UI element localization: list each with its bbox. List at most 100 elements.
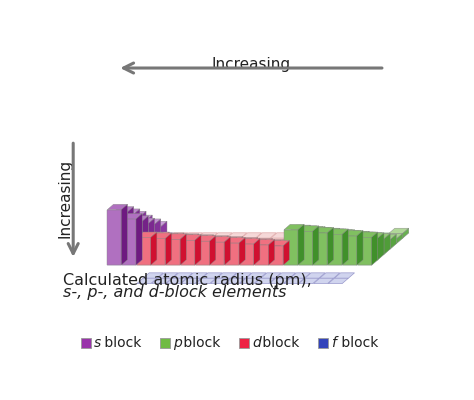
Polygon shape — [275, 273, 296, 278]
Polygon shape — [224, 237, 230, 265]
Polygon shape — [158, 239, 172, 260]
Polygon shape — [356, 232, 375, 238]
Polygon shape — [231, 254, 251, 260]
Polygon shape — [202, 236, 222, 242]
Polygon shape — [225, 278, 245, 284]
Polygon shape — [252, 244, 266, 254]
Polygon shape — [346, 230, 352, 249]
Polygon shape — [126, 217, 140, 249]
Polygon shape — [120, 214, 134, 254]
Polygon shape — [206, 238, 226, 244]
Polygon shape — [107, 260, 128, 265]
Polygon shape — [217, 243, 230, 260]
Polygon shape — [182, 233, 202, 238]
Polygon shape — [152, 278, 172, 284]
Polygon shape — [355, 230, 361, 254]
Polygon shape — [326, 234, 340, 254]
Polygon shape — [237, 249, 258, 254]
Polygon shape — [255, 245, 268, 265]
Polygon shape — [334, 228, 340, 260]
Polygon shape — [192, 234, 199, 254]
Polygon shape — [284, 224, 304, 230]
Polygon shape — [347, 237, 361, 249]
Polygon shape — [202, 254, 222, 260]
Polygon shape — [135, 224, 148, 254]
Polygon shape — [166, 260, 186, 265]
Polygon shape — [260, 239, 266, 260]
Polygon shape — [152, 222, 158, 238]
Polygon shape — [384, 234, 390, 254]
Polygon shape — [383, 234, 402, 239]
Polygon shape — [246, 273, 266, 278]
Polygon shape — [376, 240, 390, 249]
Polygon shape — [345, 233, 365, 238]
Polygon shape — [374, 233, 394, 238]
Polygon shape — [375, 233, 382, 249]
Polygon shape — [151, 232, 157, 265]
Polygon shape — [313, 233, 328, 265]
Polygon shape — [152, 260, 172, 265]
Text: s-, p-, and d-block elements: s-, p-, and d-block elements — [63, 285, 287, 300]
Polygon shape — [163, 232, 169, 254]
Polygon shape — [195, 235, 201, 265]
Polygon shape — [328, 229, 348, 234]
Polygon shape — [347, 244, 367, 249]
Polygon shape — [317, 244, 337, 249]
Polygon shape — [138, 222, 158, 228]
Polygon shape — [368, 238, 388, 244]
Polygon shape — [285, 233, 306, 238]
Polygon shape — [338, 238, 358, 244]
Polygon shape — [267, 240, 287, 245]
Polygon shape — [275, 241, 296, 246]
Text: block: block — [258, 336, 299, 350]
Polygon shape — [132, 238, 152, 244]
Text: s: s — [94, 336, 101, 350]
Polygon shape — [231, 244, 245, 260]
Polygon shape — [132, 215, 152, 220]
Polygon shape — [246, 245, 260, 260]
Polygon shape — [255, 240, 275, 245]
Polygon shape — [217, 273, 237, 278]
Polygon shape — [332, 244, 352, 249]
Polygon shape — [210, 260, 230, 265]
Polygon shape — [376, 234, 396, 240]
Polygon shape — [369, 232, 375, 254]
Polygon shape — [330, 233, 350, 238]
Polygon shape — [240, 260, 260, 265]
Polygon shape — [196, 278, 216, 284]
Polygon shape — [389, 228, 409, 234]
Polygon shape — [143, 254, 163, 260]
Polygon shape — [164, 238, 178, 254]
Polygon shape — [252, 238, 273, 244]
Polygon shape — [180, 234, 186, 265]
Polygon shape — [271, 233, 291, 238]
Polygon shape — [193, 235, 213, 240]
Bar — [318, 338, 328, 348]
Polygon shape — [107, 204, 128, 210]
Polygon shape — [383, 238, 402, 244]
Polygon shape — [229, 244, 249, 249]
Polygon shape — [353, 238, 367, 244]
Text: block: block — [179, 336, 220, 350]
Polygon shape — [240, 244, 254, 265]
Polygon shape — [309, 228, 329, 233]
Polygon shape — [298, 224, 304, 265]
Polygon shape — [173, 240, 186, 260]
Polygon shape — [364, 233, 384, 238]
Polygon shape — [372, 232, 378, 265]
Polygon shape — [208, 249, 228, 254]
Polygon shape — [113, 254, 134, 260]
Text: Increasing: Increasing — [58, 158, 73, 238]
Polygon shape — [164, 249, 184, 254]
Polygon shape — [225, 260, 245, 265]
Text: block: block — [337, 336, 378, 350]
Polygon shape — [284, 230, 298, 265]
Polygon shape — [337, 229, 344, 244]
Polygon shape — [250, 238, 270, 244]
Polygon shape — [389, 233, 409, 238]
Text: f: f — [331, 336, 336, 350]
Polygon shape — [122, 219, 136, 265]
Polygon shape — [135, 218, 155, 224]
Text: block: block — [100, 336, 141, 350]
Polygon shape — [319, 227, 325, 260]
